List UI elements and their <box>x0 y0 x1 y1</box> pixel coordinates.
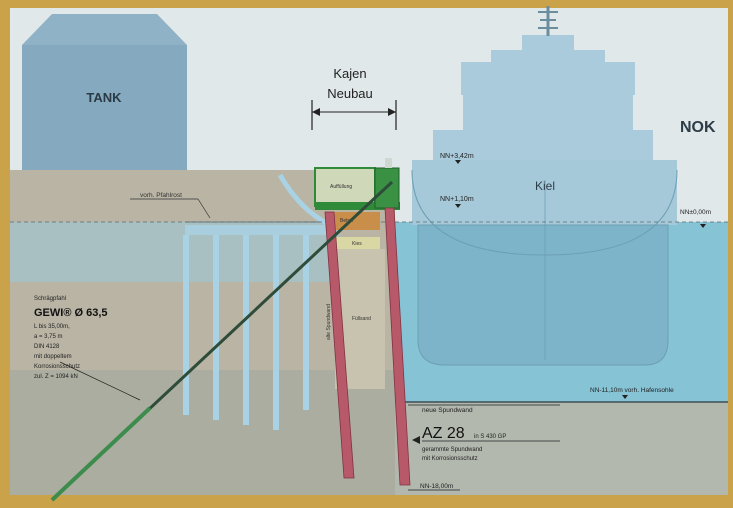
pile-1 <box>183 235 189 415</box>
kajen-label: Kajen <box>333 66 366 81</box>
az-arrow <box>412 436 420 444</box>
sheet-pile-right <box>384 207 411 486</box>
anchor-title: Schrägpfahl <box>34 296 66 302</box>
az-main-label: AZ 28 <box>422 425 465 442</box>
concrete-layer <box>330 212 380 230</box>
pile-2 <box>213 235 219 420</box>
nok-label: NOK <box>680 119 716 136</box>
anchor-line-6: zul. Z = 1094 kN <box>34 374 78 380</box>
nn-harbor-marker <box>622 395 628 399</box>
ship-bridge <box>491 50 605 64</box>
korrosion-label: mit Korrosionsschutz <box>422 456 478 462</box>
pile-3 <box>243 235 249 425</box>
tank-body <box>22 45 187 170</box>
aufhoehung-label: Auffüllung <box>330 184 352 190</box>
nn-mid-label: NN+1,10m <box>440 196 474 203</box>
pfahlrost-label: vorh. Pfahlrost <box>140 192 182 199</box>
anchor-line-1: L bis 35,00m, <box>34 324 70 330</box>
kies-label: Kies <box>352 241 362 247</box>
neubau-label: Neubau <box>327 86 373 101</box>
nn-bottom-label: NN-18,00m <box>420 483 453 490</box>
gravel-layer <box>335 237 380 249</box>
anchor-line-3: DIN 4128 <box>34 344 60 350</box>
beton-label: Beton <box>340 218 353 224</box>
nn-mid-marker <box>455 204 461 208</box>
nn-harbor-label: NN-11,10m vorh. Hafensohle <box>590 387 674 394</box>
pile-4 <box>273 235 279 430</box>
quay-deck-beam <box>315 202 400 210</box>
kiel-label: Kiel <box>535 179 555 193</box>
az-small-label: in S 430 GP <box>474 434 506 440</box>
ship-deck-3 <box>433 130 653 160</box>
sheet-pile-left <box>324 211 355 479</box>
pile-slanted <box>277 173 332 228</box>
spundwand-side-label: alte Spundwand <box>326 304 332 340</box>
fuellsand-label: Füllsand <box>352 316 371 322</box>
tank-label: TANK <box>86 90 122 105</box>
ship-hull-upper <box>412 160 677 225</box>
pile-5 <box>303 235 309 410</box>
gerammt-label: gerammte Spundwand <box>422 447 482 453</box>
bollard <box>385 158 392 168</box>
anchor-line-2: a = 3,75 m <box>34 334 63 340</box>
nn-top-label: NN+3,42m <box>440 153 474 160</box>
nn-right-label: NN±0,00m <box>680 209 711 216</box>
nn-top-marker <box>455 160 461 164</box>
ship-hull-submerged <box>417 224 669 366</box>
anchor-line-4: mit doppeltem <box>34 354 72 360</box>
dim-arrow-left <box>312 108 320 116</box>
pile-deck <box>185 225 335 235</box>
tank-roof <box>22 14 187 45</box>
anchor-line-5: Korrosionsschutz <box>34 364 80 370</box>
anchor-grout-section <box>50 406 152 502</box>
ship-wheelhouse <box>522 35 574 52</box>
anchor-leader <box>59 361 141 401</box>
nn-right-marker <box>700 224 706 228</box>
neue-spundwand-label: neue Spundwand <box>422 407 473 414</box>
ship-deck-1 <box>461 62 635 95</box>
anchor-type: GEWI® Ø 63,5 <box>34 307 108 319</box>
pfahlrost-leader-2 <box>197 198 211 219</box>
ship-deck-2 <box>463 95 633 130</box>
dim-arrow-right <box>388 108 396 116</box>
